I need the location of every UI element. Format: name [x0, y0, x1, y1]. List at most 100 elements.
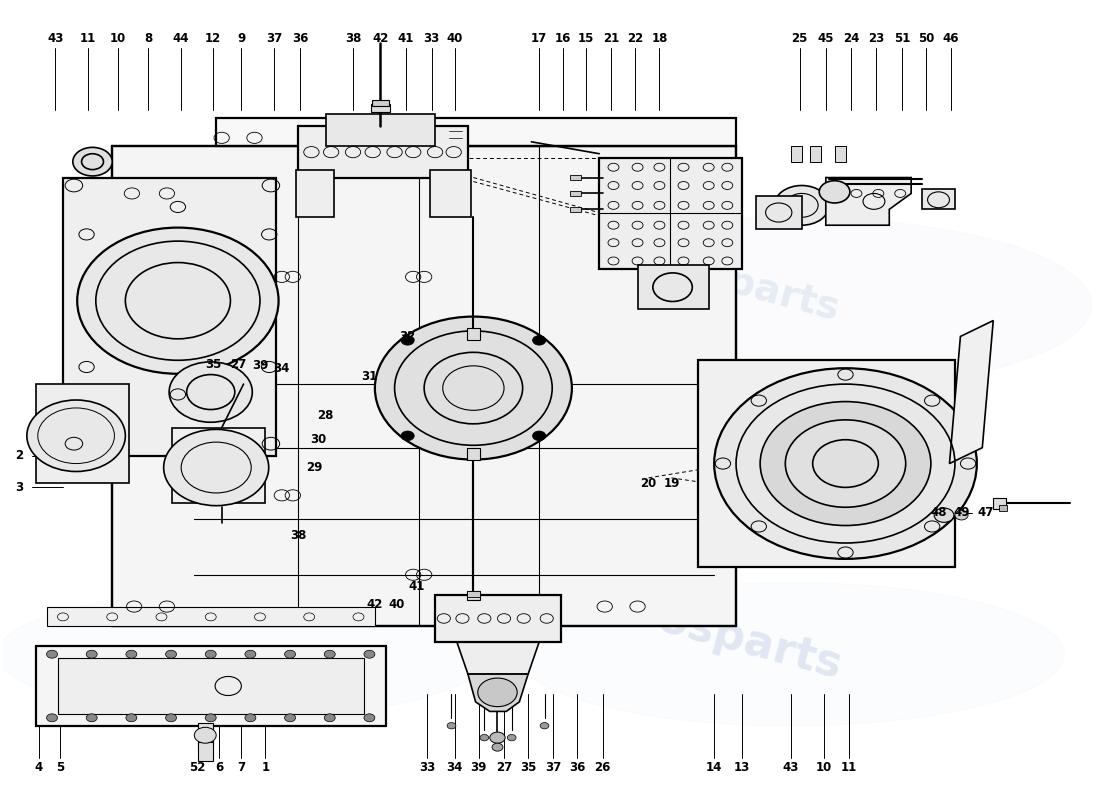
Text: 50: 50: [918, 32, 935, 45]
Text: 11: 11: [80, 32, 97, 45]
Text: 34: 34: [447, 761, 463, 774]
Text: 41: 41: [397, 32, 414, 45]
Bar: [326, 114, 436, 146]
Bar: [173, 428, 265, 503]
Bar: [697, 360, 955, 567]
Circle shape: [46, 714, 57, 722]
Bar: [999, 505, 1008, 511]
Text: 10: 10: [110, 32, 125, 45]
Circle shape: [324, 714, 336, 722]
Circle shape: [86, 714, 97, 722]
Text: 31: 31: [361, 370, 377, 382]
Text: 40: 40: [447, 32, 463, 45]
Text: eurosparts: eurosparts: [572, 575, 846, 687]
Text: 49: 49: [954, 506, 970, 519]
Text: 33: 33: [419, 761, 436, 774]
Polygon shape: [826, 178, 911, 226]
Text: 22: 22: [627, 32, 644, 45]
Bar: [296, 170, 334, 218]
Text: 37: 37: [266, 32, 283, 45]
Circle shape: [86, 650, 97, 658]
Text: 27: 27: [230, 358, 246, 370]
Text: 21: 21: [603, 32, 619, 45]
Text: 12: 12: [205, 32, 221, 45]
Bar: [35, 384, 129, 483]
Text: 37: 37: [546, 761, 561, 774]
Text: eurosparts: eurosparts: [145, 218, 419, 330]
Circle shape: [206, 714, 217, 722]
Circle shape: [477, 678, 517, 706]
Circle shape: [364, 714, 375, 722]
Bar: [466, 590, 480, 600]
Circle shape: [402, 335, 415, 345]
Circle shape: [166, 650, 176, 658]
Bar: [570, 191, 581, 196]
Text: 1: 1: [262, 761, 270, 774]
Circle shape: [532, 431, 546, 441]
Text: 47: 47: [978, 506, 993, 519]
Text: 44: 44: [173, 32, 189, 45]
Ellipse shape: [517, 582, 1065, 726]
Text: 35: 35: [520, 761, 537, 774]
Circle shape: [285, 714, 296, 722]
Bar: [835, 146, 846, 162]
Circle shape: [760, 402, 931, 526]
Circle shape: [955, 510, 968, 520]
Text: 9: 9: [238, 32, 245, 45]
Circle shape: [73, 147, 112, 176]
Text: 27: 27: [496, 761, 513, 774]
Text: 36: 36: [293, 32, 309, 45]
Text: 36: 36: [569, 761, 585, 774]
Text: 17: 17: [531, 32, 547, 45]
Text: 32: 32: [399, 330, 416, 343]
Text: 7: 7: [238, 761, 245, 774]
Text: 15: 15: [578, 32, 594, 45]
Text: 28: 28: [318, 410, 333, 422]
Circle shape: [195, 727, 217, 743]
Circle shape: [820, 181, 850, 203]
Bar: [466, 590, 480, 597]
Text: 43: 43: [782, 761, 799, 774]
Circle shape: [375, 317, 572, 459]
Bar: [993, 498, 1007, 509]
Polygon shape: [217, 118, 736, 146]
Polygon shape: [456, 642, 539, 674]
Text: 52: 52: [189, 761, 206, 774]
Bar: [57, 658, 364, 714]
Text: 41: 41: [408, 580, 425, 593]
Text: 3: 3: [15, 481, 23, 494]
Bar: [372, 100, 389, 106]
Bar: [466, 448, 480, 459]
Circle shape: [490, 732, 505, 743]
Ellipse shape: [0, 590, 490, 718]
Text: 51: 51: [894, 32, 911, 45]
Ellipse shape: [490, 218, 1091, 392]
Text: 26: 26: [594, 761, 610, 774]
Circle shape: [447, 722, 455, 729]
Bar: [63, 178, 276, 456]
Bar: [466, 329, 480, 341]
Circle shape: [402, 431, 415, 441]
Text: 13: 13: [734, 761, 750, 774]
Text: 34: 34: [274, 362, 290, 374]
Circle shape: [46, 650, 57, 658]
Bar: [430, 170, 471, 218]
Circle shape: [364, 650, 375, 658]
Text: 42: 42: [366, 598, 383, 610]
Text: eurosparts: eurosparts: [605, 230, 844, 329]
Text: 14: 14: [706, 761, 723, 774]
Text: 11: 11: [840, 761, 857, 774]
Bar: [791, 146, 802, 162]
Circle shape: [507, 734, 516, 741]
Text: 18: 18: [651, 32, 668, 45]
Bar: [298, 126, 468, 178]
Circle shape: [714, 368, 977, 559]
Bar: [600, 158, 741, 269]
Text: 6: 6: [216, 761, 223, 774]
Text: 40: 40: [388, 598, 405, 610]
Text: 46: 46: [943, 32, 959, 45]
Bar: [35, 646, 386, 726]
Text: 20: 20: [640, 477, 657, 490]
Circle shape: [540, 722, 549, 729]
Bar: [371, 105, 390, 113]
